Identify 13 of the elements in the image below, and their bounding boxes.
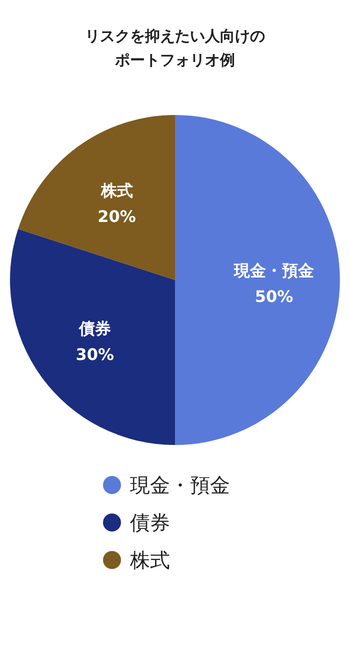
legend-label: 株式	[129, 548, 170, 572]
slice-label: 現金・預金	[233, 261, 314, 280]
slice-label: 債券	[78, 319, 111, 338]
data-label: 20%	[98, 206, 136, 226]
data-label: 30%	[76, 345, 114, 364]
data-label: 50%	[254, 287, 294, 306]
slice-label: 株式	[100, 180, 133, 200]
legend-label: 債券	[130, 510, 170, 534]
pie-slice	[175, 115, 340, 445]
pie-slice	[18, 115, 175, 280]
legend-label: 現金・預金	[130, 473, 230, 497]
chart-title: リスクを抑えたい人向けのポートフォリオ例	[84, 26, 266, 71]
pie-slice	[10, 229, 175, 445]
